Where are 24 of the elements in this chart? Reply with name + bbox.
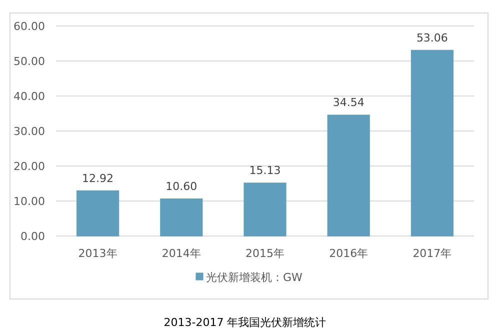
bar	[244, 182, 286, 236]
bar	[160, 198, 203, 236]
data-label: 10.60	[166, 180, 198, 193]
bar	[410, 50, 454, 236]
y-tick-label: 60.00	[14, 20, 45, 33]
bar	[76, 190, 120, 236]
y-tick-label: 0.00	[20, 230, 45, 243]
y-tick-label: 10.00	[14, 195, 45, 208]
legend-label: 光伏新增装机：GW	[206, 271, 303, 284]
x-tick-label: 2015年	[246, 247, 284, 260]
x-tick-label: 2016年	[329, 247, 368, 260]
text: 2013-2017 年我国光伏新增统计	[164, 316, 326, 329]
data-label: 15.13	[249, 164, 281, 178]
y-tick-label: 30.00	[14, 125, 45, 138]
data-label: 53.06	[416, 31, 448, 44]
data-label: 12.92	[82, 172, 114, 185]
x-tick-label: 2013年	[78, 247, 118, 260]
y-tick-label: 20.00	[14, 160, 45, 173]
data-label: 34.54	[332, 96, 364, 110]
x-tick-label: 2017年	[412, 247, 452, 260]
x-tick-label: 2014年	[162, 247, 201, 260]
bar	[327, 114, 370, 236]
y-tick-label: 40.00	[14, 90, 45, 103]
y-tick-label: 50.00	[14, 55, 45, 68]
